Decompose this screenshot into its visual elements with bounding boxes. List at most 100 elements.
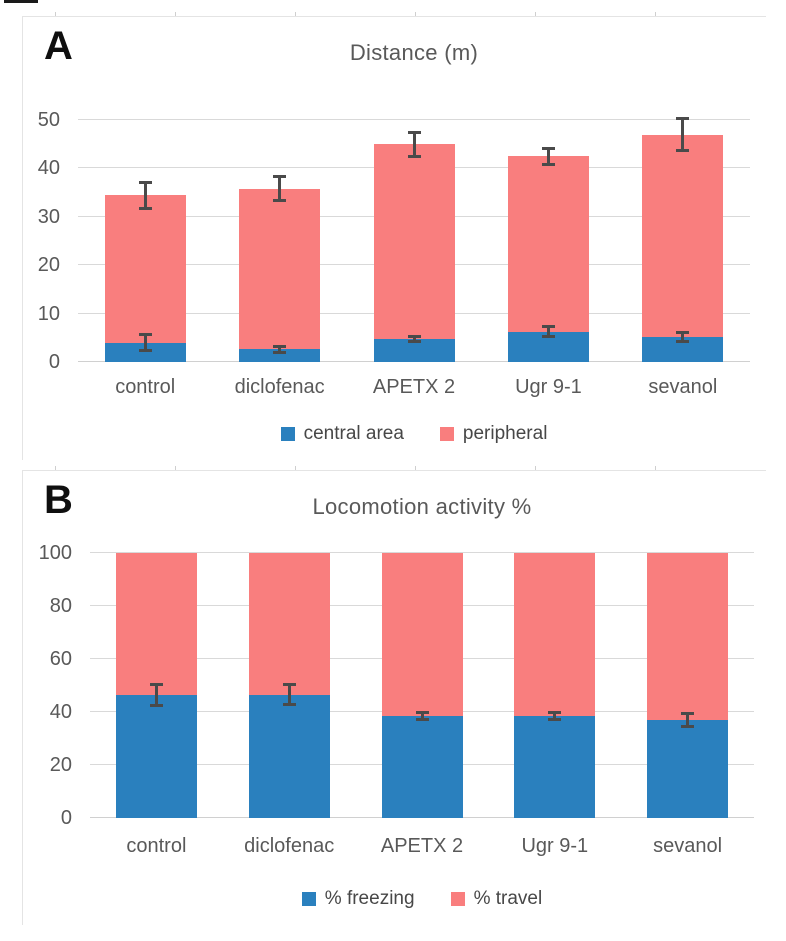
bar-segment-peripheral [239, 188, 321, 350]
border-tick [415, 466, 416, 470]
chart-title: Distance (m) [349, 40, 479, 65]
chart-title: Locomotion activity % [312, 494, 532, 519]
error-bar-line [681, 116, 685, 153]
error-bar-cap [273, 350, 287, 354]
error-bar-line [546, 324, 550, 339]
legend-item: central area [280, 423, 404, 445]
x-category-label: diclofenac [244, 835, 335, 857]
border-tick [535, 466, 536, 470]
crop-artifact-line [4, 0, 38, 3]
x-category-label: APETX 2 [380, 835, 464, 857]
error-bar-cap [415, 718, 429, 722]
x-category-label: control [115, 376, 176, 398]
x-category-label: control [126, 835, 187, 857]
legend-label: central area [303, 423, 404, 444]
legend-item: % freezing [301, 888, 415, 910]
error-bar-cap [282, 683, 296, 687]
error-bar-cap [548, 710, 562, 714]
bar-segment--freezing [381, 715, 463, 818]
legend-swatch-icon [439, 427, 454, 441]
error-bar-cap [407, 334, 421, 338]
error-bar-cap [676, 340, 690, 344]
legend-swatch-icon [450, 892, 465, 906]
legend-swatch-icon [301, 892, 316, 906]
error-bar-line [278, 175, 282, 203]
error-bar [282, 683, 296, 707]
bar-segment-central-area [239, 349, 321, 362]
error-bar [407, 334, 421, 343]
error-bar-cap [548, 718, 562, 722]
error-bar-cap [681, 724, 695, 728]
bar-segment-central-area [373, 338, 455, 362]
legend-swatch-icon [280, 427, 295, 441]
bar-segment--freezing [647, 719, 729, 818]
legend-item: % travel [450, 888, 542, 910]
y-tick-label: 60 [49, 648, 72, 670]
bar-segment-peripheral [104, 195, 186, 343]
error-bar-cap [407, 339, 421, 343]
error-bar [273, 345, 287, 354]
x-category-label: Ugr 9-1 [515, 376, 582, 398]
legend-label: % freezing [324, 888, 415, 909]
y-tick-label: 40 [49, 701, 72, 723]
y-tick-label: 100 [38, 542, 72, 564]
x-category-label: sevanol [648, 376, 718, 398]
error-bar-cap [282, 703, 296, 707]
error-bar-cap [415, 710, 429, 714]
bar-segment--freezing [248, 694, 330, 818]
error-bar-cap [541, 335, 555, 339]
y-tick-label: 20 [49, 754, 72, 776]
error-bar-line [143, 180, 147, 210]
y-tick-label: 40 [37, 157, 60, 180]
border-tick [295, 466, 296, 470]
y-tick-label: 0 [48, 351, 60, 373]
error-bar-cap [407, 130, 421, 134]
error-bar [138, 180, 152, 210]
error-bar [407, 130, 421, 158]
x-category-label: diclofenac [234, 376, 325, 398]
y-tick-label: 30 [37, 205, 60, 228]
error-bar [273, 175, 287, 203]
panel-a-left-border [22, 16, 23, 460]
plot-area: 0 20 40 60 80 100 [39, 543, 754, 828]
bar-segment--travel [647, 553, 729, 720]
legend: central area peripheral [78, 423, 750, 445]
y-tick-label: 20 [37, 254, 60, 277]
error-bar-line [681, 330, 685, 344]
error-bar-line [553, 710, 557, 722]
error-bar-cap [541, 162, 555, 166]
border-tick [175, 466, 176, 470]
y-tick-label: 80 [49, 595, 72, 617]
error-bar-cap [138, 180, 152, 184]
border-tick [655, 466, 656, 470]
error-bar [138, 332, 152, 353]
error-bar-cap [149, 682, 163, 686]
legend-label: peripheral [462, 423, 548, 444]
border-tick [295, 12, 296, 16]
error-bar [681, 712, 695, 728]
error-bar-line [287, 683, 291, 707]
error-bar [541, 146, 555, 166]
error-bar [676, 116, 690, 153]
error-bar-line [412, 130, 416, 158]
panel-b-left-border [22, 470, 23, 925]
x-category-label: Ugr 9-1 [521, 835, 589, 857]
error-bar-line [154, 682, 158, 707]
error-bar [541, 324, 555, 339]
bar-segment--freezing [514, 715, 596, 818]
error-bar-line [686, 712, 690, 728]
border-tick [55, 12, 56, 16]
error-bar-cap [138, 206, 152, 210]
error-bar-cap [676, 330, 690, 334]
y-tick-label: 50 [37, 109, 60, 131]
gridline-50 [78, 119, 750, 120]
error-bar [548, 710, 562, 722]
error-bar-cap [138, 332, 152, 336]
error-bar-cap [273, 345, 287, 349]
border-tick [535, 12, 536, 16]
legend: % freezing % travel [90, 888, 754, 910]
x-axis-labels: control diclofenac APETX 2 Ugr 9-1 sevanol [90, 835, 754, 858]
plot-area: 0 10 20 30 40 50 [38, 110, 750, 372]
error-bar [676, 330, 690, 344]
bar-segment-peripheral [507, 156, 589, 332]
